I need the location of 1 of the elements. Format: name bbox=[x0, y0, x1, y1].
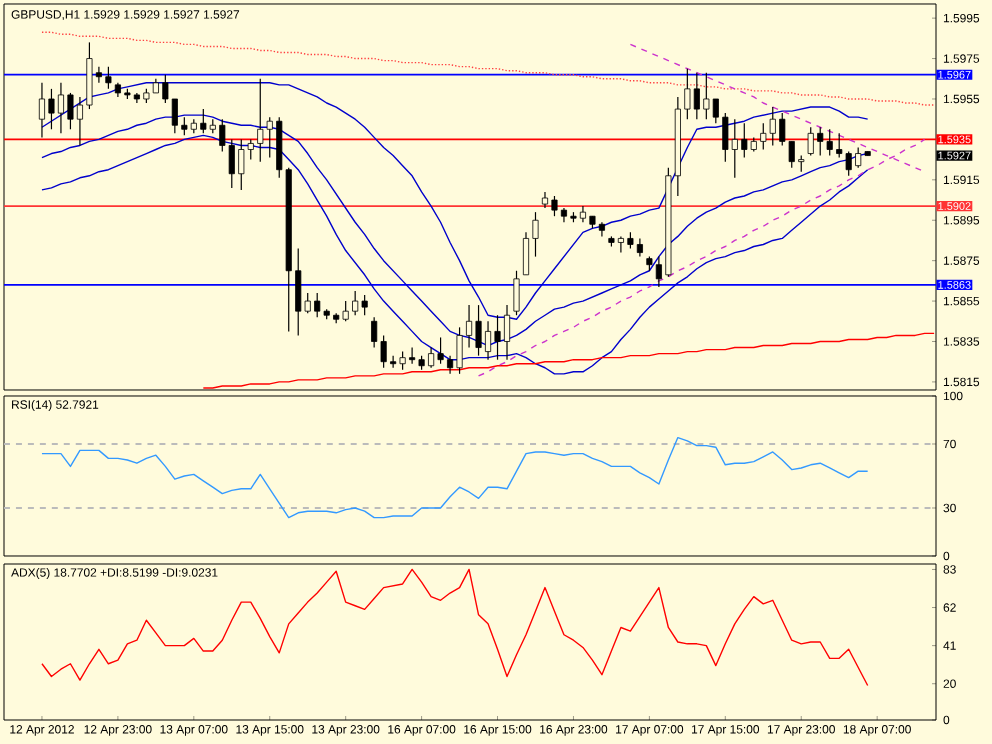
candlestick bbox=[513, 270, 520, 316]
